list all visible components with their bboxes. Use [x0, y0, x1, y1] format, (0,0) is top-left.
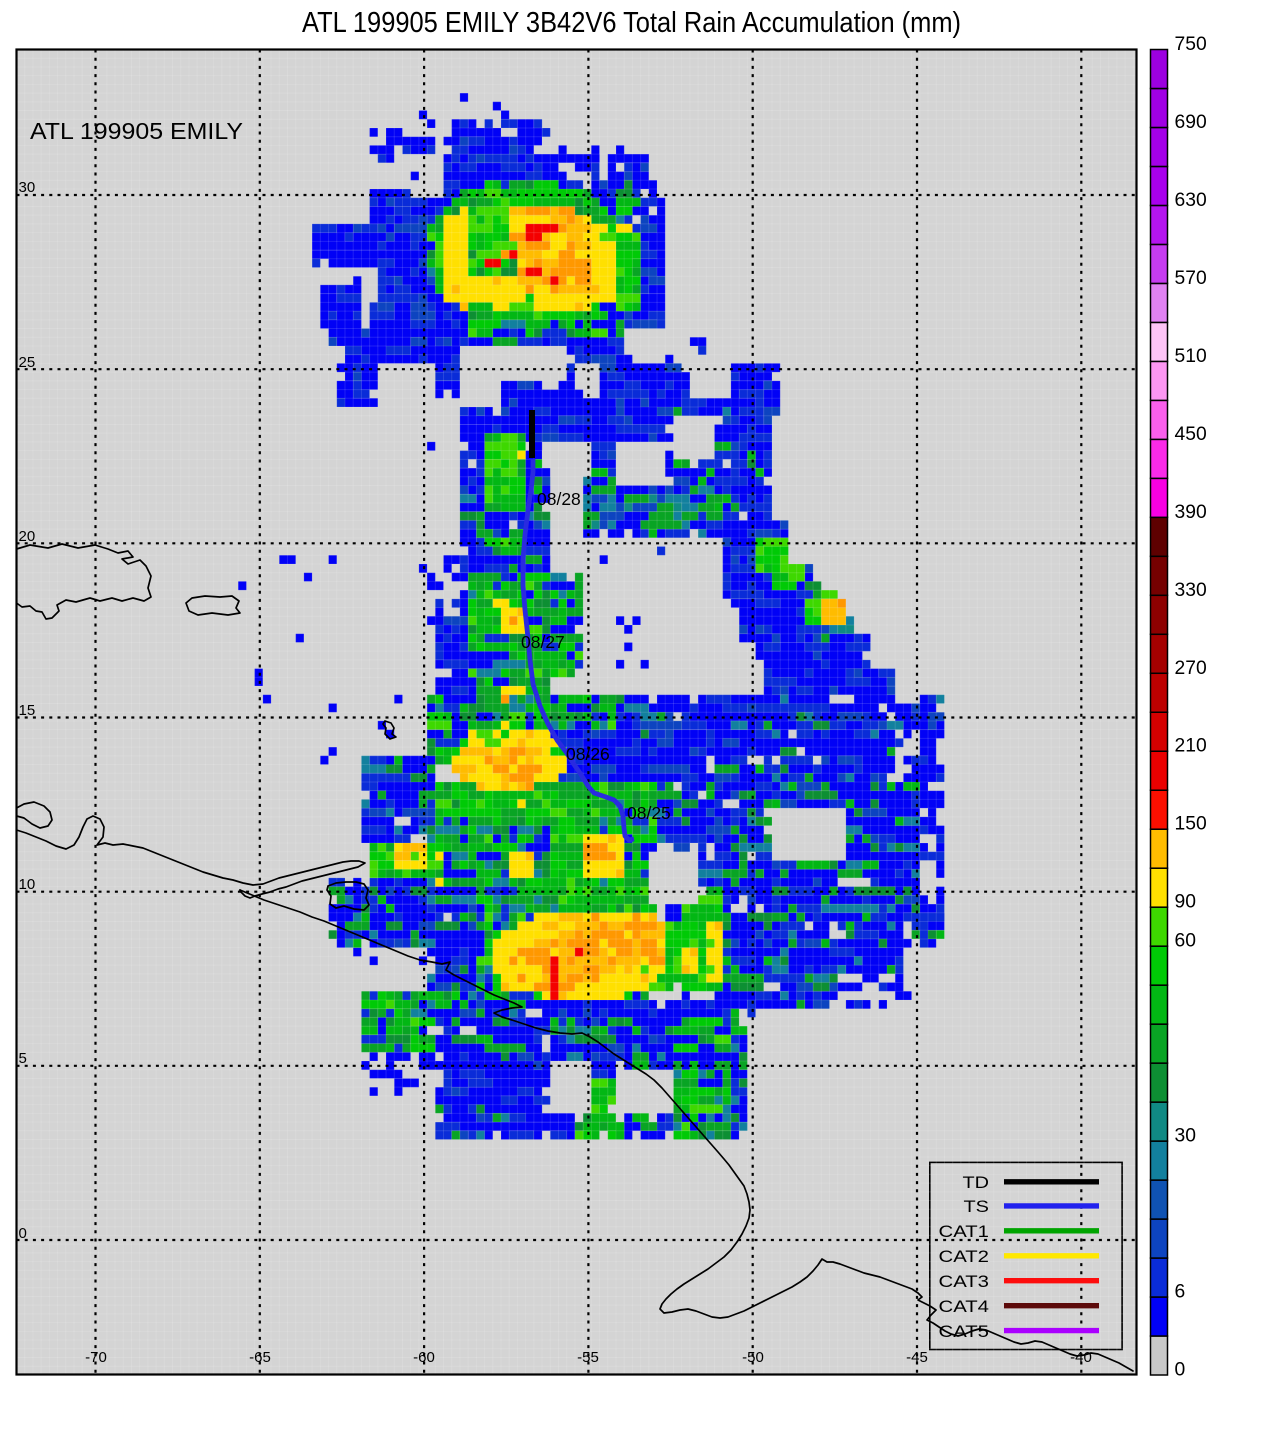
- svg-text:30: 30: [19, 179, 36, 196]
- svg-text:08/26: 08/26: [566, 744, 610, 764]
- svg-text:CAT2: CAT2: [939, 1247, 990, 1266]
- svg-text:-65: -65: [249, 1349, 271, 1366]
- svg-text:750: 750: [1175, 34, 1207, 55]
- svg-text:20: 20: [19, 528, 36, 545]
- svg-text:25: 25: [19, 354, 36, 371]
- svg-text:390: 390: [1175, 502, 1207, 523]
- svg-text:15: 15: [19, 702, 36, 719]
- svg-text:5: 5: [19, 1050, 27, 1067]
- svg-text:90: 90: [1175, 892, 1196, 913]
- svg-text:-70: -70: [85, 1349, 107, 1366]
- svg-text:270: 270: [1175, 658, 1207, 679]
- svg-text:510: 510: [1175, 346, 1207, 367]
- svg-text:TD: TD: [963, 1173, 990, 1192]
- svg-text:570: 570: [1175, 268, 1207, 289]
- svg-text:0: 0: [1175, 1360, 1186, 1381]
- svg-text:-45: -45: [906, 1349, 928, 1366]
- svg-text:0: 0: [19, 1225, 27, 1242]
- svg-text:08/28: 08/28: [537, 489, 581, 509]
- svg-text:150: 150: [1175, 814, 1207, 835]
- svg-text:-50: -50: [742, 1349, 764, 1366]
- svg-text:690: 690: [1175, 112, 1207, 133]
- svg-text:210: 210: [1175, 736, 1207, 757]
- svg-text:TS: TS: [964, 1197, 990, 1216]
- svg-text:ATL 199905 EMILY 3B42V6 Total: ATL 199905 EMILY 3B42V6 Total Rain Accum…: [302, 7, 961, 39]
- svg-text:08/27: 08/27: [521, 632, 565, 652]
- svg-text:-60: -60: [413, 1349, 435, 1366]
- svg-text:60: 60: [1175, 931, 1196, 952]
- svg-text:-55: -55: [577, 1349, 599, 1366]
- svg-text:450: 450: [1175, 424, 1207, 445]
- svg-text:CAT4: CAT4: [939, 1297, 990, 1316]
- svg-text:30: 30: [1175, 1126, 1196, 1147]
- svg-text:ATL 199905 EMILY: ATL 199905 EMILY: [30, 118, 243, 144]
- svg-text:08/25: 08/25: [627, 803, 671, 823]
- svg-text:330: 330: [1175, 580, 1207, 601]
- svg-text:630: 630: [1175, 190, 1207, 211]
- svg-text:CAT5: CAT5: [939, 1322, 990, 1341]
- svg-text:6: 6: [1175, 1282, 1186, 1303]
- svg-text:CAT3: CAT3: [939, 1272, 990, 1291]
- svg-text:CAT1: CAT1: [939, 1222, 990, 1241]
- svg-text:-40: -40: [1070, 1349, 1092, 1366]
- svg-text:10: 10: [19, 876, 36, 893]
